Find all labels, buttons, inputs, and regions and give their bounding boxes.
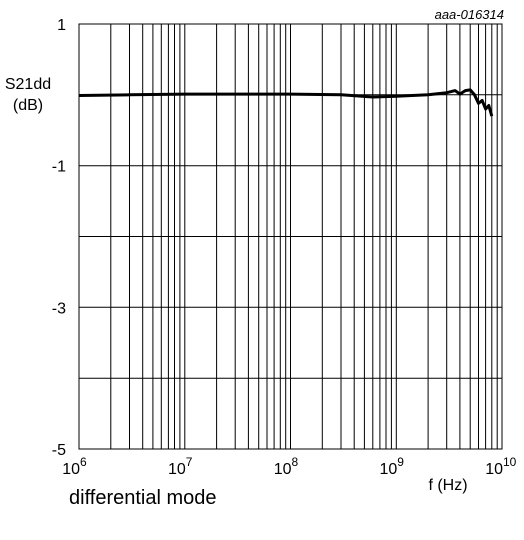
x-tick-labels: 10 6 10 7 10 8 10 9 10 10 xyxy=(62,455,516,478)
x-tick-base: 10 xyxy=(62,461,80,478)
x-tick-exponent: 10 xyxy=(503,455,517,469)
y-tick-labels: 1 -1 -3 -5 xyxy=(52,17,66,459)
x-tick-base: 10 xyxy=(380,461,398,478)
x-tick-base: 10 xyxy=(274,461,292,478)
y-tick-label: -1 xyxy=(52,159,66,176)
y-tick-label: -3 xyxy=(52,300,66,317)
x-tick-label: 10 10 xyxy=(485,455,516,478)
y-tick-label: 1 xyxy=(57,17,66,34)
x-tick-exponent: 8 xyxy=(292,455,299,469)
chart-id-label: aaa-016314 xyxy=(435,7,504,22)
x-tick-exponent: 7 xyxy=(186,455,193,469)
x-tick-base: 10 xyxy=(485,461,503,478)
x-tick-base: 10 xyxy=(168,461,186,478)
y-axis-unit: (dB) xyxy=(13,97,43,114)
x-axis-label: f (Hz) xyxy=(428,477,467,494)
x-tick-label: 10 8 xyxy=(274,455,299,478)
y-tick-label: -5 xyxy=(52,442,66,459)
x-tick-label: 10 6 xyxy=(62,455,87,478)
x-tick-label: 10 7 xyxy=(168,455,193,478)
x-tick-exponent: 6 xyxy=(80,455,87,469)
y-axis-label: S21dd xyxy=(5,76,51,93)
series-line-s21dd xyxy=(78,88,494,117)
chart-caption: differential mode xyxy=(69,487,217,509)
grid xyxy=(79,24,502,449)
x-tick-label: 10 9 xyxy=(380,455,405,478)
x-tick-exponent: 9 xyxy=(397,455,404,469)
plot-frame xyxy=(78,23,503,450)
